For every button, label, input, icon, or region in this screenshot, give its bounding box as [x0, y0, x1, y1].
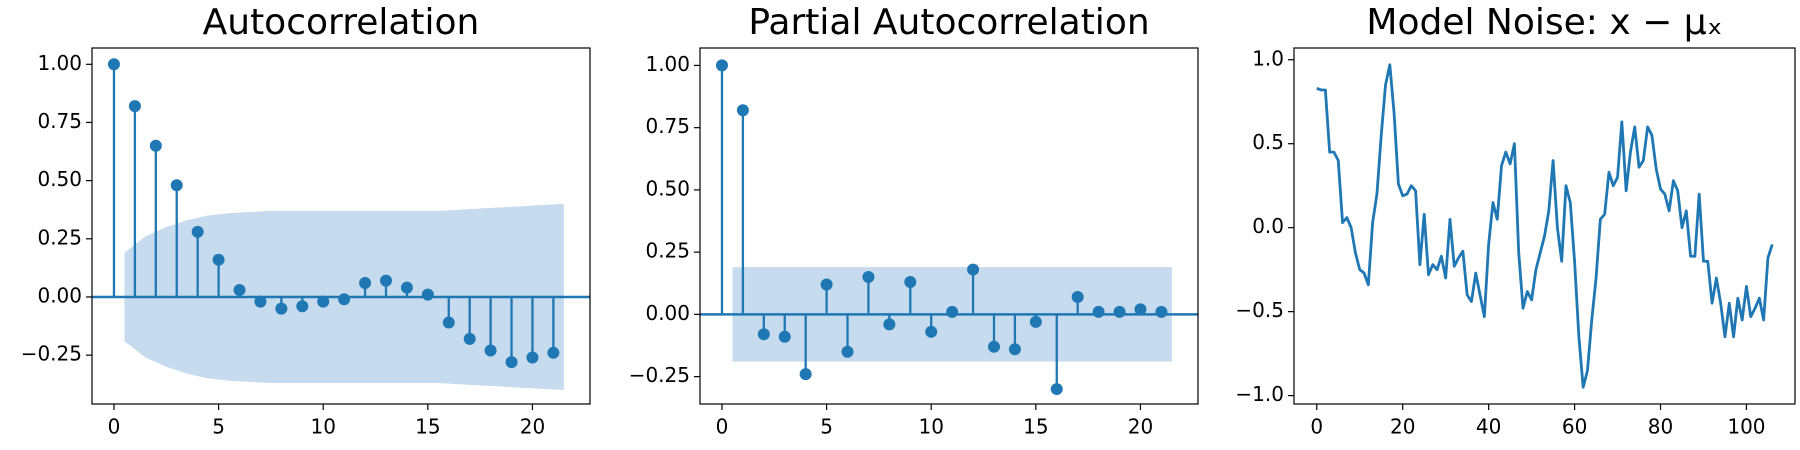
x-tick-label: 100 — [1727, 415, 1765, 439]
stem-marker — [107, 58, 120, 71]
y-tick-label: 1.00 — [645, 52, 690, 76]
stem-marker — [170, 179, 183, 192]
x-tick-label: 0 — [716, 415, 729, 439]
y-tick-label: 0.25 — [645, 239, 690, 263]
x-tick-label: 10 — [918, 415, 943, 439]
x-tick-label: 10 — [310, 415, 335, 439]
stem-marker — [715, 59, 728, 72]
stem-marker — [526, 351, 539, 364]
x-tick-label: 15 — [415, 415, 440, 439]
stem-marker — [1071, 290, 1084, 303]
x-tick-label: 60 — [1562, 415, 1587, 439]
y-tick-label: 0.00 — [645, 301, 690, 325]
y-tick-label: −0.25 — [629, 363, 690, 387]
stem-marker — [841, 345, 854, 358]
stem-marker — [463, 332, 476, 345]
y-tick-label: −1.0 — [1235, 382, 1284, 406]
y-tick-label: 0.0 — [1252, 214, 1284, 238]
stem-marker — [778, 330, 791, 343]
y-tick-label: 0.75 — [37, 109, 82, 133]
stem-marker — [379, 274, 392, 287]
panel: Partial Autocorrelation −0.25 0.00 0.25 0.50… — [629, 2, 1199, 439]
y-tick-label: 0.50 — [645, 176, 690, 200]
chart-title: Partial Autocorrelation — [748, 2, 1149, 43]
y-tick-label: 0.50 — [37, 167, 82, 191]
stem-marker — [904, 276, 917, 289]
stem-marker — [1029, 315, 1042, 328]
stem-marker — [149, 139, 162, 152]
x-tick-label: 5 — [212, 415, 225, 439]
stem-marker — [547, 346, 560, 359]
stem-marker — [128, 100, 141, 113]
stem-marker — [883, 318, 896, 331]
stem-marker — [1008, 343, 1021, 356]
y-tick-label: 0.75 — [645, 114, 690, 138]
stem-marker — [212, 253, 225, 266]
axes-frame — [699, 47, 1199, 405]
stem-marker — [338, 293, 351, 306]
stem-marker — [191, 225, 204, 238]
x-tick-label: 20 — [520, 415, 545, 439]
stem-marker — [1134, 303, 1147, 316]
stem-marker — [442, 316, 455, 329]
y-tick-label: 1.0 — [1252, 46, 1284, 70]
panel: Model Noise: x − μₓ −1.0 −0.5 0.0 0.5 1.0 0 20 4… — [1235, 2, 1796, 439]
axes-frame — [91, 47, 591, 405]
panel: Autocorrelation −0.25 0.00 0.25 0.50 0.75 1.00… — [21, 2, 591, 439]
stem-marker — [400, 281, 413, 294]
stem-marker — [1092, 305, 1105, 318]
stem-marker — [421, 288, 434, 301]
stem-marker — [946, 305, 959, 318]
stem-marker — [925, 325, 938, 338]
stem-marker — [1113, 305, 1126, 318]
stem-marker — [862, 271, 875, 284]
stem-marker — [484, 344, 497, 357]
stem-marker — [987, 340, 1000, 353]
x-tick-label: 5 — [820, 415, 833, 439]
stem-marker — [1050, 383, 1063, 396]
stem-marker — [296, 300, 309, 313]
stem-marker — [359, 277, 372, 290]
stem-marker — [254, 295, 267, 308]
stem-marker — [275, 302, 288, 315]
x-tick-label: 40 — [1476, 415, 1501, 439]
y-tick-label: 0.25 — [37, 225, 82, 249]
x-tick-label: 15 — [1023, 415, 1048, 439]
y-tick-label: 0.5 — [1252, 130, 1284, 154]
y-tick-label: 0.00 — [37, 283, 82, 307]
stem-marker — [967, 263, 980, 276]
stem-marker — [757, 328, 770, 341]
chart-title: Autocorrelation — [203, 2, 480, 43]
x-tick-label: 20 — [1390, 415, 1415, 439]
y-tick-label: 1.00 — [37, 51, 82, 75]
y-tick-label: −0.5 — [1235, 298, 1284, 322]
x-tick-label: 80 — [1648, 415, 1673, 439]
stem-marker — [317, 295, 330, 308]
x-tick-label: 20 — [1128, 415, 1153, 439]
stem-marker — [799, 368, 812, 381]
axes-frame — [1293, 47, 1796, 405]
x-tick-label: 0 — [108, 415, 121, 439]
y-tick-label: −0.25 — [21, 342, 82, 366]
stem-marker — [820, 278, 833, 291]
x-tick-label: 0 — [1310, 415, 1323, 439]
stem-marker — [233, 283, 246, 296]
stem-marker — [1155, 305, 1168, 318]
line — [1316, 63, 1774, 389]
stem-marker — [736, 104, 749, 117]
stem-marker — [505, 356, 518, 369]
chart-title: Model Noise: x − μₓ — [1366, 2, 1722, 43]
